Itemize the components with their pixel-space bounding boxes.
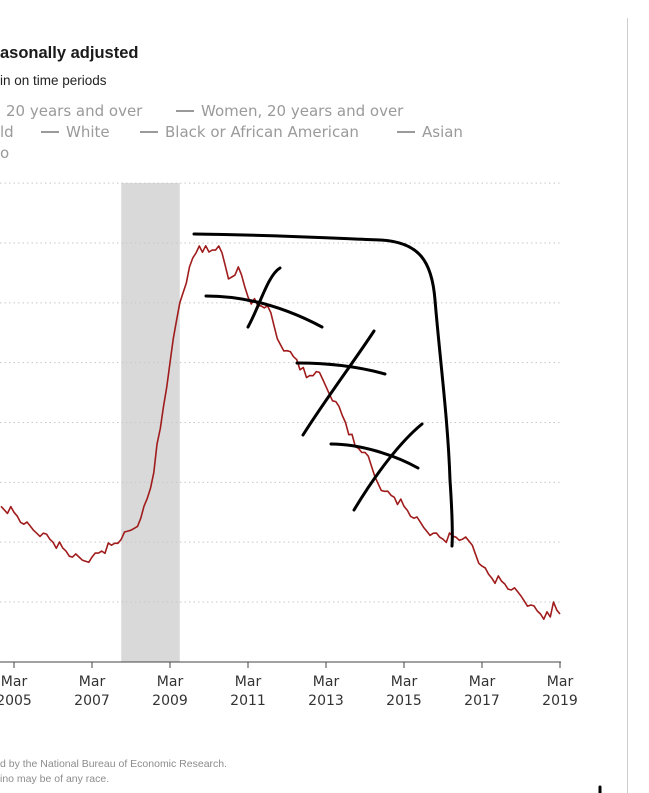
legend-swatch bbox=[176, 109, 194, 112]
legend-label: Asian bbox=[422, 123, 463, 141]
legend-item[interactable]: Asian bbox=[397, 123, 463, 141]
series-line bbox=[0, 245, 561, 620]
x-tick-label-month: Mar bbox=[157, 674, 184, 690]
legend-label: 20 years and over bbox=[6, 102, 143, 120]
chart-title: asonally adjusted bbox=[0, 44, 139, 62]
legend-item[interactable]: White bbox=[41, 123, 110, 141]
x-tick-label-month: Mar bbox=[469, 674, 496, 690]
annotation-strike-stroke bbox=[295, 361, 387, 376]
annotation-strike-stroke bbox=[204, 294, 324, 329]
x-tick-label-year: 2011 bbox=[230, 693, 266, 709]
legend-item[interactable]: o bbox=[0, 144, 9, 162]
legend-label: White bbox=[66, 123, 110, 141]
series-layer bbox=[0, 245, 561, 620]
annotation-strike-stroke bbox=[246, 266, 282, 329]
legend-item[interactable]: Black or African American bbox=[140, 123, 359, 141]
x-tick-label-year: 2005 bbox=[0, 693, 32, 709]
x-tick-label-year: 2007 bbox=[74, 693, 110, 709]
x-tick-label-month: Mar bbox=[391, 674, 418, 690]
recession-band-layer bbox=[121, 183, 180, 662]
legend-swatch bbox=[41, 130, 59, 133]
footnote-line: ino may be of any race. bbox=[0, 773, 110, 785]
legend-label: o bbox=[0, 144, 10, 162]
chart-frame-border bbox=[627, 18, 628, 793]
recession-band bbox=[121, 183, 180, 662]
legend-swatch bbox=[140, 130, 158, 133]
x-tick-label-year: 2009 bbox=[152, 693, 188, 709]
x-tick-label-month: Mar bbox=[235, 674, 262, 690]
x-tick-label-year: 2015 bbox=[386, 693, 422, 709]
x-tick-label-year: 2013 bbox=[308, 693, 344, 709]
chart-subtitle: in on time periods bbox=[0, 73, 107, 88]
legend-item[interactable]: 20 years and over bbox=[0, 102, 142, 120]
legend-label: Black or African American bbox=[165, 123, 359, 141]
x-tick-label-month: Mar bbox=[547, 674, 574, 690]
x-tick-label-month: Mar bbox=[1, 674, 28, 690]
legend-label: ld bbox=[0, 123, 14, 141]
x-tick-label-year: 2017 bbox=[464, 693, 500, 709]
x-tick-label-year: 2019 bbox=[542, 693, 578, 709]
chart-footnote: d by the National Bureau of Economic Res… bbox=[0, 757, 227, 787]
x-axis: Mar 2005 Mar 2007 Mar 2009 Mar 2011 Mar 2013 Mar 20… bbox=[0, 661, 578, 709]
handwritten-annotations bbox=[192, 232, 602, 793]
gridlines bbox=[0, 182, 560, 603]
legend-item[interactable]: ld bbox=[0, 123, 14, 141]
legend-item[interactable]: Women, 20 years and over bbox=[176, 102, 403, 120]
annotation-strike-stroke bbox=[329, 442, 420, 470]
x-tick-label-month: Mar bbox=[313, 674, 340, 690]
annotation-strike-stroke bbox=[301, 329, 376, 437]
annotation-strike-stroke bbox=[352, 422, 424, 512]
legend-swatch bbox=[397, 130, 415, 133]
footnote-line: d by the National Bureau of Economic Res… bbox=[0, 758, 228, 770]
x-tick-label-month: Mar bbox=[79, 674, 106, 690]
annotation-bracket-stroke bbox=[192, 232, 454, 548]
legend-label: Women, 20 years and over bbox=[201, 102, 404, 120]
